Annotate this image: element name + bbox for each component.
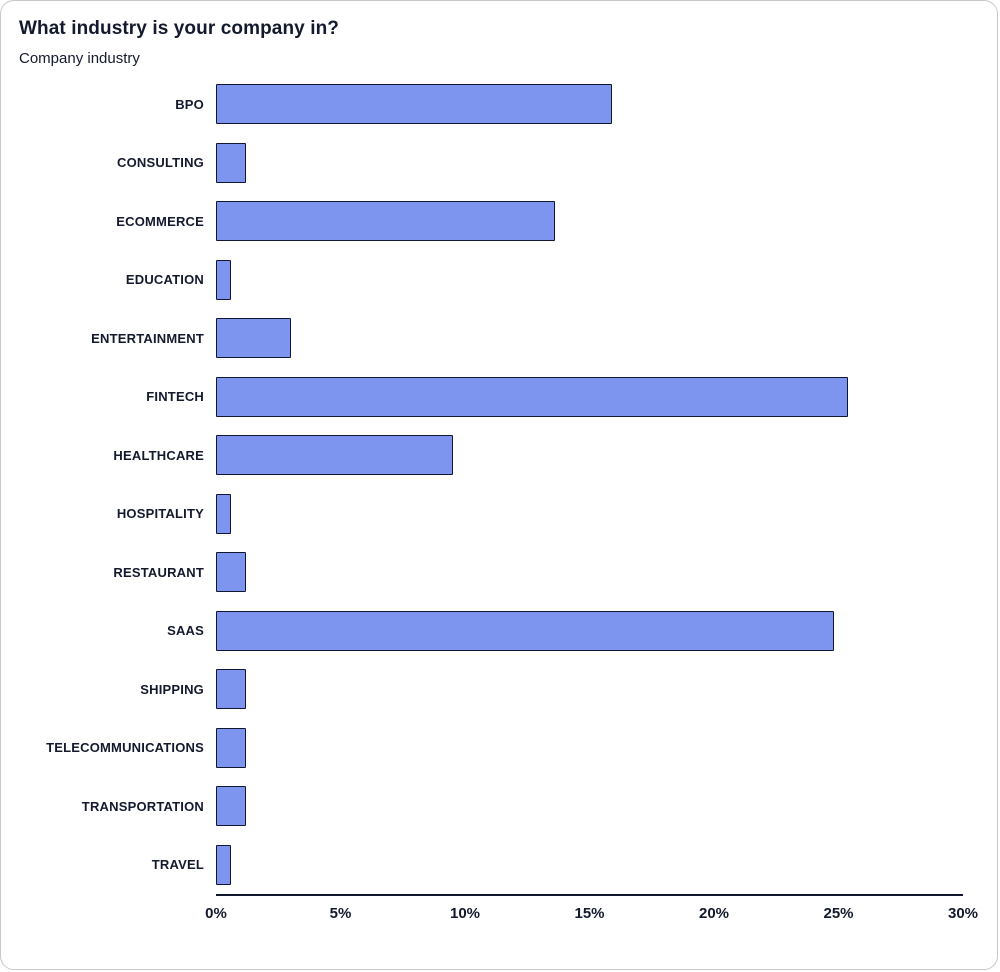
bar — [216, 493, 231, 534]
bar-track — [216, 435, 963, 476]
bar — [216, 786, 246, 827]
bar-track — [216, 84, 963, 125]
bar — [216, 610, 834, 651]
category-label: SAAS — [167, 623, 204, 639]
bar — [216, 318, 291, 359]
bar — [216, 844, 231, 885]
x-tick-label: 5% — [329, 905, 352, 922]
bar — [216, 727, 246, 768]
bar-row: TRANSPORTATION — [1, 777, 963, 836]
bar-track — [216, 669, 963, 710]
category-label: TELECOMMUNICATIONS — [46, 740, 204, 756]
category-label: CONSULTING — [117, 155, 204, 171]
category-label: HOSPITALITY — [116, 506, 204, 522]
bar-track — [216, 610, 963, 651]
bar-track — [216, 201, 963, 242]
category-label: TRAVEL — [151, 857, 204, 873]
bar-track — [216, 318, 963, 359]
bar-row: SAAS — [1, 602, 963, 661]
bar — [216, 201, 555, 242]
bar-track — [216, 727, 963, 768]
bar-row: HEALTHCARE — [1, 426, 963, 485]
x-tick-label: 20% — [698, 905, 730, 922]
category-label: EDUCATION — [125, 272, 204, 288]
category-label: SHIPPING — [140, 681, 204, 697]
category-label: HEALTHCARE — [113, 447, 204, 463]
bar-row: SHIPPING — [1, 660, 963, 719]
x-tick-label: 0% — [205, 905, 227, 922]
bar-row: ECOMMERCE — [1, 192, 963, 251]
bar — [216, 259, 231, 300]
x-axis: 0% 5% 10% 15% 20% 25% 30% — [205, 894, 978, 938]
bar-row: ENTERTAINMENT — [1, 309, 963, 368]
bar-row: FINTECH — [1, 368, 963, 427]
chart-header: What industry is your company in? Compan… — [1, 1, 997, 67]
bar-track — [216, 552, 963, 593]
x-tick-label: 15% — [574, 905, 605, 922]
category-label: RESTAURANT — [113, 564, 204, 580]
x-tick-label: 25% — [823, 905, 854, 922]
bar — [216, 142, 246, 183]
bar-row: TRAVEL — [1, 836, 963, 895]
bar-track — [216, 786, 963, 827]
chart-subtitle: Company industry — [19, 50, 140, 67]
bar-track — [216, 259, 963, 300]
bar — [216, 435, 453, 476]
bar-track — [216, 142, 963, 183]
bar-chart-plot-area: BPO CONSULTING ECOMMERCE EDUCATION ENTERTAIN… — [1, 75, 997, 894]
bar — [216, 669, 246, 710]
bar-row: EDUCATION — [1, 251, 963, 310]
category-label: FINTECH — [146, 389, 204, 405]
bar-row: RESTAURANT — [1, 543, 963, 602]
bar — [216, 376, 849, 417]
category-label: ECOMMERCE — [116, 213, 204, 229]
category-label: BPO — [175, 96, 204, 112]
bar-track — [216, 844, 963, 885]
x-tick-label: 10% — [449, 905, 481, 922]
bar — [216, 84, 612, 125]
bar-row: CONSULTING — [1, 134, 963, 193]
category-label: ENTERTAINMENT — [91, 330, 204, 346]
bar — [216, 552, 246, 593]
category-label: TRANSPORTATION — [81, 798, 204, 814]
chart-title: What industry is your company in? — [19, 18, 340, 39]
bar-row: TELECOMMUNICATIONS — [1, 719, 963, 778]
bar-track — [216, 376, 963, 417]
bar-row: BPO — [1, 75, 963, 134]
x-tick-label: 30% — [947, 905, 979, 922]
bar-row: HOSPITALITY — [1, 485, 963, 544]
bar-track — [216, 493, 963, 534]
